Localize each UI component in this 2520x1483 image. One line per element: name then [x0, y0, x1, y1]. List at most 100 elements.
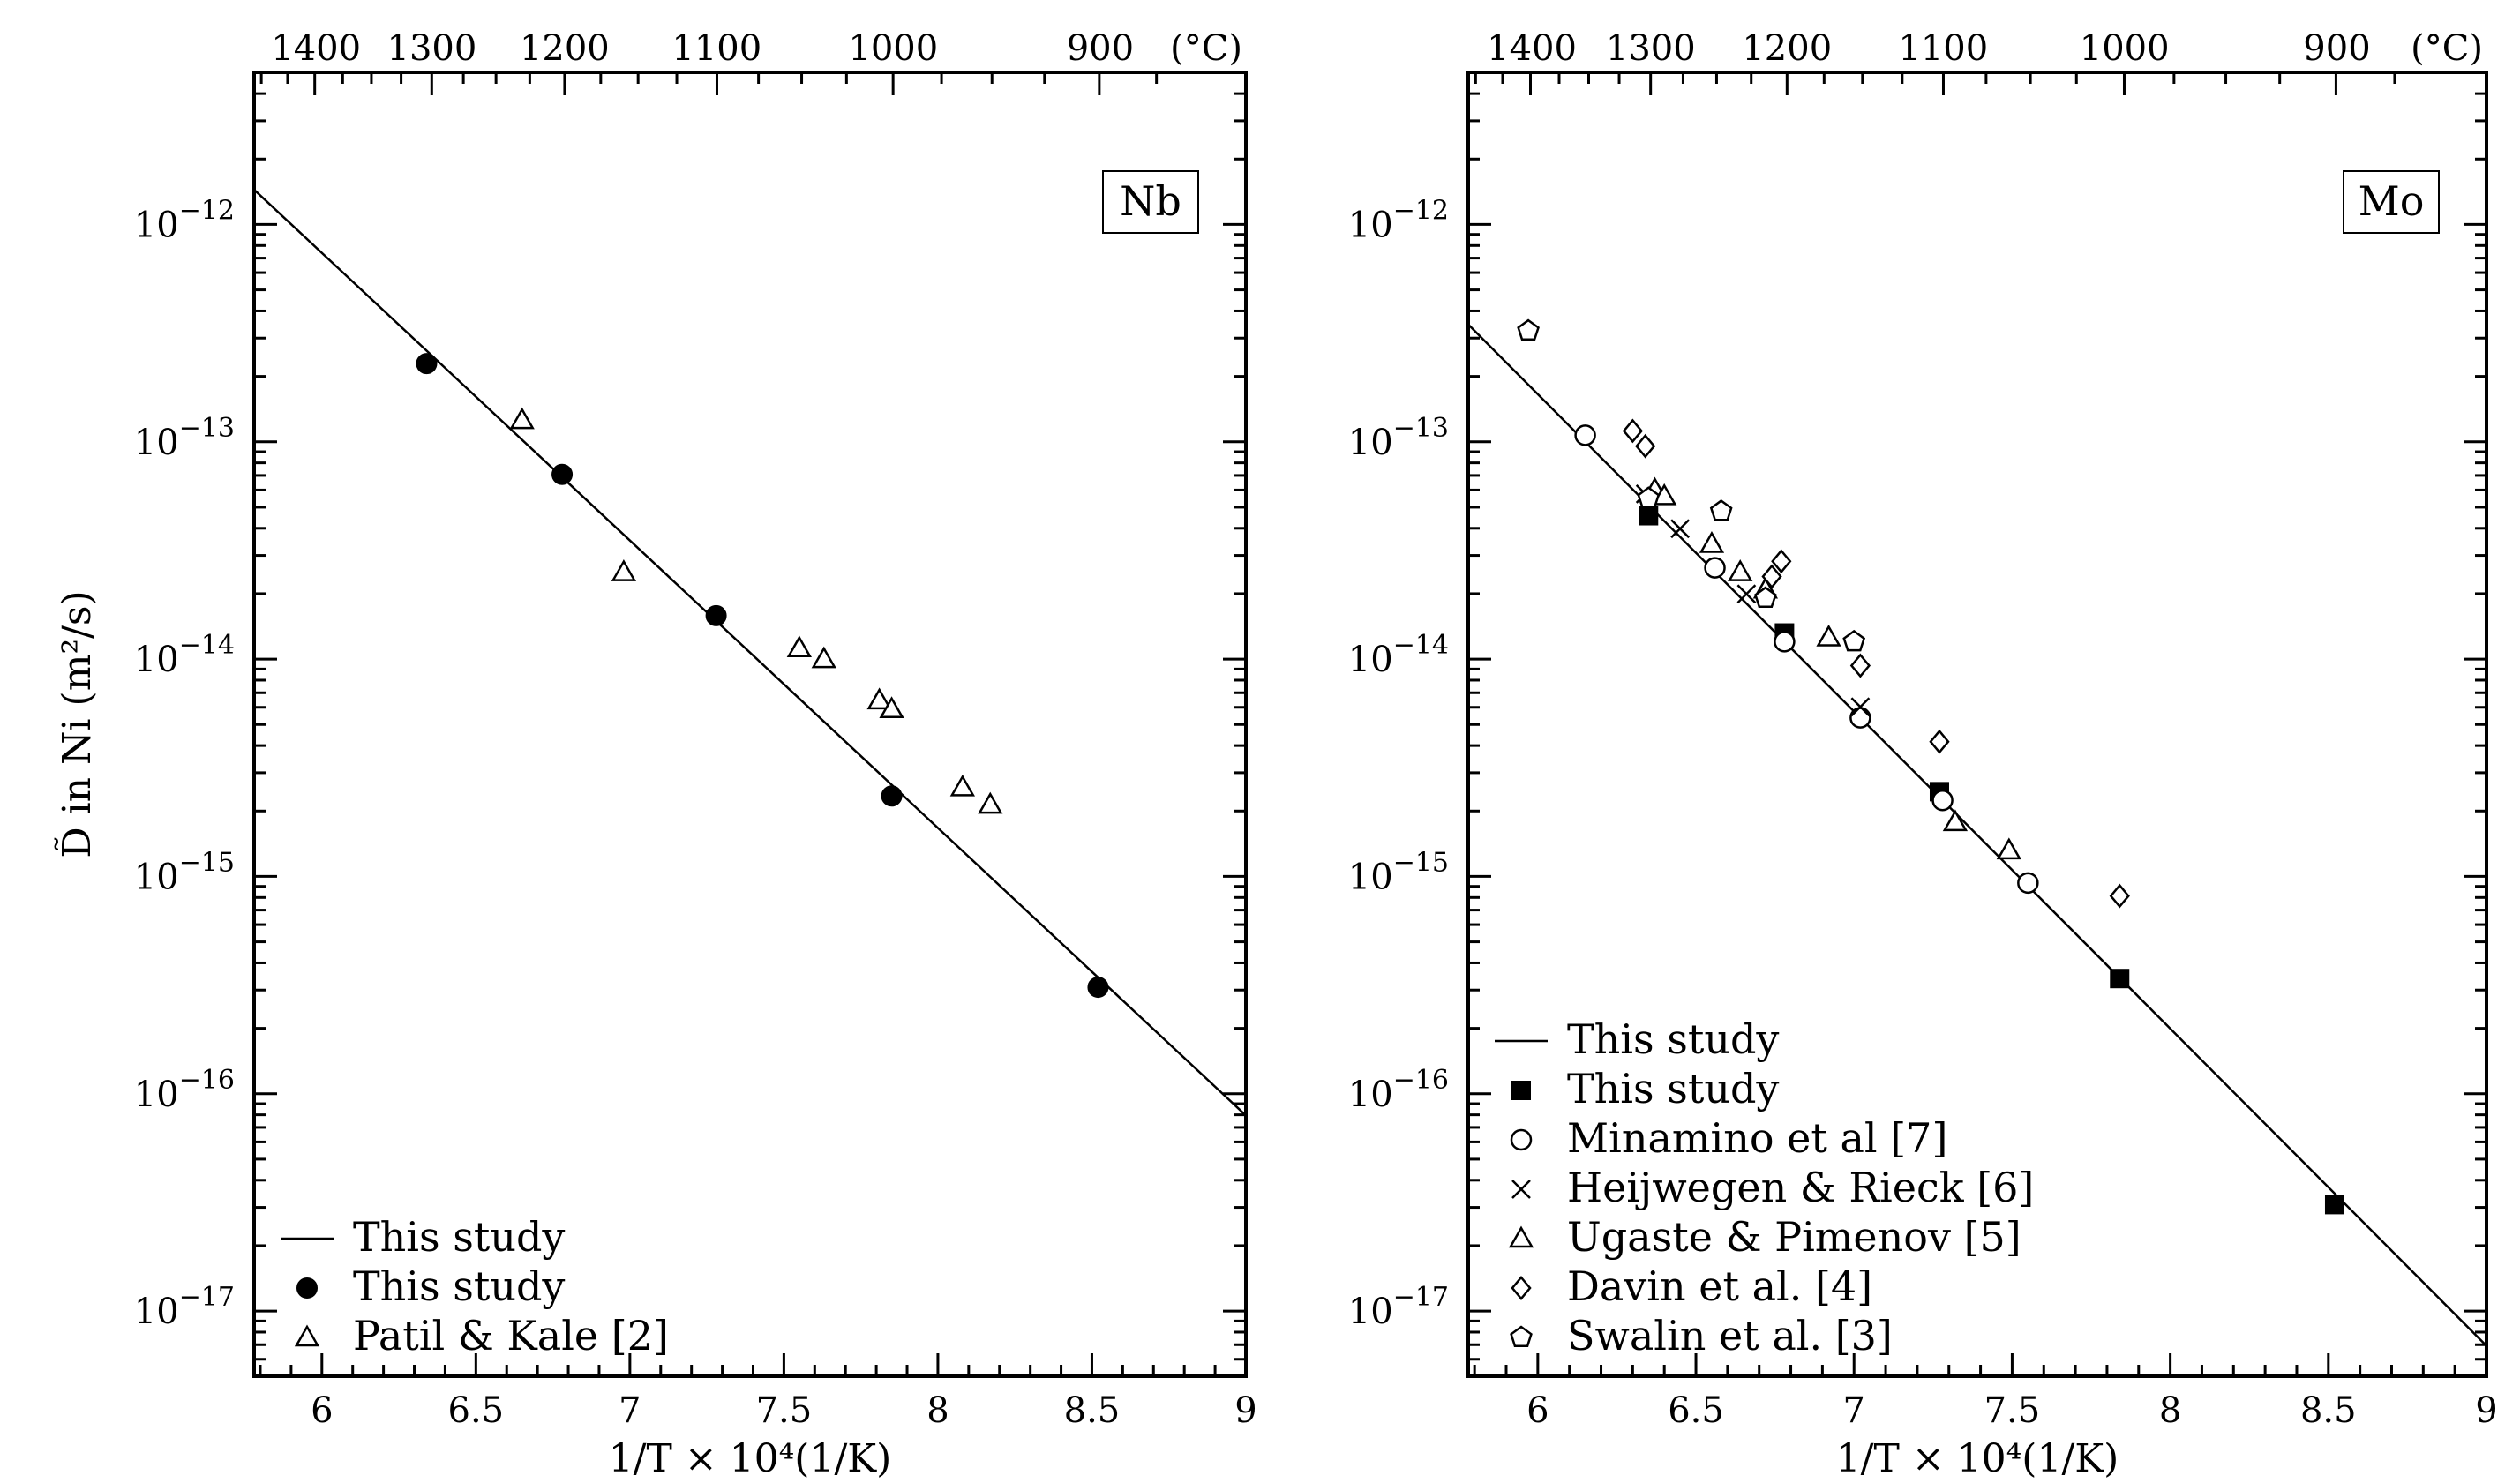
x-tick-label: 9	[2475, 1390, 2497, 1431]
data-point-open-diamond	[1635, 433, 1656, 459]
fit-line	[254, 189, 1246, 1117]
element-label-text: Nb	[1120, 177, 1181, 225]
data-point-open-triangle	[1728, 559, 1753, 581]
data-point-open-pentagon	[1709, 499, 1733, 521]
data-point-open-triangle	[294, 1324, 320, 1347]
y-tick-label: 10−17	[134, 1282, 235, 1332]
element-label-frame	[1102, 170, 1199, 234]
y-tick-base: 10	[134, 640, 179, 680]
top-tick-label: 1000	[2080, 28, 2170, 69]
data-point-open-diamond	[1771, 549, 1792, 574]
cross-stroke	[1736, 584, 1757, 604]
x-tick-label: 7	[619, 1390, 641, 1431]
data-point-filled-circle	[416, 353, 438, 375]
data-point-open-triangle	[1996, 837, 2021, 860]
cross-stroke	[1850, 697, 1871, 717]
top-tick-label: 1100	[1898, 28, 1988, 69]
y-tick-label: 10−14	[1348, 630, 1449, 680]
x-tick-label: 6.5	[448, 1390, 505, 1431]
data-point-open-circle	[1774, 631, 1796, 653]
legend-entry-label: Heijwegen & Rieck [6]	[1567, 1164, 2034, 1211]
x-tick-label: 8	[2159, 1390, 2181, 1431]
y-tick-base: 10	[1348, 1292, 1393, 1332]
data-point-open-circle	[1510, 1128, 1533, 1151]
element-label-box: Mo	[2343, 170, 2440, 234]
data-point-open-triangle	[978, 791, 1003, 814]
element-label-text: Mo	[2359, 177, 2425, 225]
y-tick-exponent: −13	[1393, 413, 1449, 444]
top-axis-unit: (°C)	[2411, 28, 2483, 69]
series-open-triangle	[509, 407, 1003, 814]
data-point-filled-circle	[1087, 977, 1109, 999]
data-point-filled-circle	[705, 604, 727, 626]
data-point-open-triangle	[1942, 809, 1969, 832]
data-point-open-triangle	[509, 407, 535, 430]
data-point-open-diamond	[1622, 418, 1643, 444]
data-point-open-diamond	[1849, 653, 1871, 678]
data-point-open-pentagon	[1637, 486, 1661, 508]
data-point-filled-square	[2110, 969, 2130, 989]
y-tick-label: 10−14	[134, 630, 235, 680]
top-tick-label: 1300	[1606, 28, 1696, 69]
data-point-open-diamond	[1929, 729, 1950, 754]
data-point-open-pentagon	[1510, 1325, 1533, 1347]
y-tick-label: 10−17	[1348, 1282, 1449, 1332]
y-tick-label: 10−12	[134, 195, 235, 245]
element-label-frame	[2343, 170, 2440, 234]
data-point-open-triangle	[866, 687, 892, 710]
fit-line-group	[254, 189, 1246, 1117]
x-tick-label: 8.5	[2300, 1390, 2357, 1431]
x-tick-label: 6	[311, 1390, 333, 1431]
legend-entry-label: This study	[353, 1262, 565, 1310]
data-point-open-circle	[2017, 872, 2039, 895]
data-point-open-triangle	[1699, 531, 1725, 553]
y-tick-exponent: −12	[179, 195, 235, 226]
element-label-box: Nb	[1102, 170, 1199, 234]
data-point-open-diamond	[1761, 564, 1782, 589]
y-tick-base: 10	[134, 857, 179, 897]
y-tick-exponent: −14	[179, 630, 235, 661]
series-open-triangle	[1642, 476, 2021, 860]
y-tick-base: 10	[1348, 205, 1393, 245]
y-tick-exponent: −15	[179, 847, 235, 878]
data-point-open-circle	[1574, 424, 1596, 446]
y-tick-exponent: −12	[1393, 195, 1449, 226]
y-tick-label: 10−15	[1348, 847, 1449, 897]
x-tick-label: 8	[926, 1390, 949, 1431]
data-point-filled-square	[2324, 1195, 2344, 1215]
y-tick-label: 10−16	[1348, 1065, 1449, 1115]
legend-entry-label: Swalin et al. [3]	[1567, 1312, 1893, 1359]
top-tick-label: 1400	[1487, 28, 1577, 69]
data-point-open-circle	[1931, 789, 1954, 812]
cross-stroke	[1670, 519, 1691, 539]
data-point-cross	[1670, 519, 1691, 539]
y-tick-base: 10	[1348, 640, 1393, 680]
legend-entry-label: This study	[1567, 1065, 1779, 1112]
x-tick-label: 6.5	[1668, 1390, 1724, 1431]
y-tick-exponent: −16	[179, 1065, 235, 1096]
x-axis-title: 1/T × 10⁴(1/K)	[1836, 1436, 2119, 1481]
data-point-open-diamond	[2109, 883, 2130, 909]
x-axis-title: 1/T × 10⁴(1/K)	[609, 1436, 892, 1481]
data-point-cross	[1511, 1180, 1531, 1199]
series-cross	[1635, 484, 1871, 717]
top-tick-label: 1100	[671, 28, 761, 69]
data-point-open-triangle	[611, 559, 637, 581]
data-point-open-diamond	[1511, 1276, 1532, 1300]
data-point-open-pentagon	[1754, 586, 1777, 609]
top-tick-label: 900	[1067, 28, 1134, 69]
top-tick-label: 1200	[1742, 28, 1832, 69]
data-point-filled-circle	[296, 1277, 318, 1299]
y-tick-exponent: −16	[1393, 1065, 1449, 1096]
data-point-filled-circle	[881, 785, 903, 807]
data-point-cross	[1850, 697, 1871, 717]
data-point-open-circle	[1704, 557, 1726, 579]
top-tick-label: 1400	[271, 28, 361, 69]
y-tick-label: 10−13	[1348, 413, 1449, 463]
x-tick-label: 7	[1843, 1390, 1865, 1431]
y-tick-base: 10	[134, 205, 179, 245]
y-tick-exponent: −15	[1393, 847, 1449, 878]
